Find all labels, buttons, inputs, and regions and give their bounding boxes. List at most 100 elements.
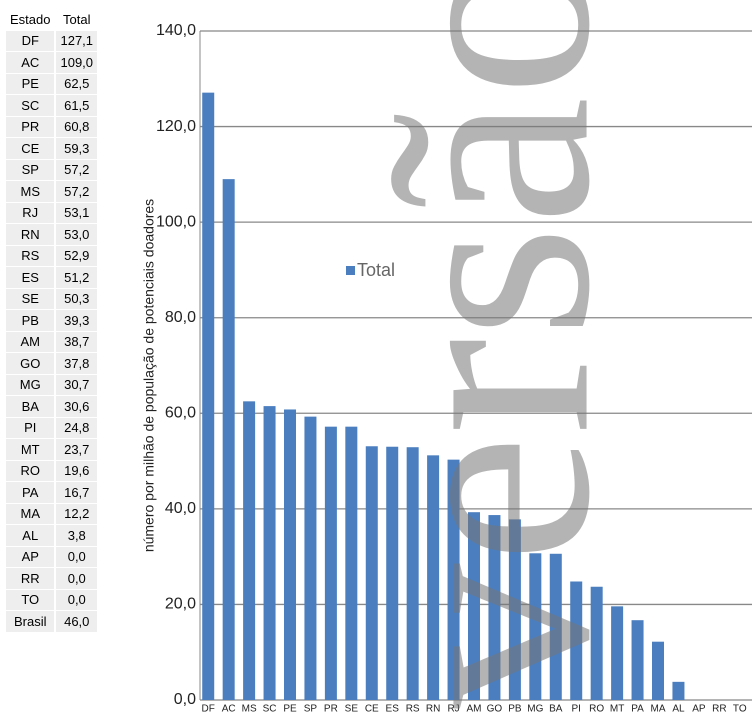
legend-label: Total: [357, 260, 395, 280]
x-tick-label: GO: [487, 704, 503, 715]
table-cell: RR: [6, 568, 55, 589]
bar: [611, 606, 624, 700]
x-tick-label: RJ: [447, 704, 459, 715]
table-cell: MG: [6, 374, 55, 395]
y-tick-label: 80,0: [165, 309, 196, 326]
bar: [406, 447, 419, 700]
table-cell: 60,8: [56, 116, 98, 137]
bar: [263, 406, 276, 700]
table-row: TO 0,0: [6, 589, 98, 610]
table-cell: AC: [6, 52, 55, 73]
y-tick-label: 120,0: [156, 118, 196, 135]
x-tick-label: ES: [386, 704, 400, 715]
table-cell: MA: [6, 503, 55, 524]
data-table: Estado Total DF 127,1 AC 109,0 PE 62,5 SC 61,5 P…: [4, 8, 99, 633]
table-cell: AP: [6, 546, 55, 567]
table-cell: 109,0: [56, 52, 98, 73]
table-row: RS 52,9: [6, 245, 98, 266]
header-cell: Estado: [6, 9, 55, 30]
table-row: ES 51,2: [6, 267, 98, 288]
table-cell: 24,8: [56, 417, 98, 438]
bar: [447, 459, 460, 700]
bar: [529, 553, 542, 700]
table-cell: 37,8: [56, 353, 98, 374]
x-tick-label: MT: [610, 704, 624, 715]
table-cell: 30,6: [56, 396, 98, 417]
y-tick-label: 60,0: [165, 405, 196, 422]
x-tick-label: AP: [692, 704, 706, 715]
x-tick-label: PI: [571, 704, 580, 715]
table-row: AP 0,0: [6, 546, 98, 567]
bar: [631, 620, 644, 700]
x-tick-label: SC: [263, 704, 277, 715]
table-cell: 0,0: [56, 568, 98, 589]
table-cell: RJ: [6, 202, 55, 223]
table-cell: 38,7: [56, 331, 98, 352]
table-cell: TO: [6, 589, 55, 610]
table-row: MG 30,7: [6, 374, 98, 395]
table-cell: 0,0: [56, 589, 98, 610]
table-cell: RN: [6, 224, 55, 245]
y-tick-label: 140,0: [156, 22, 196, 39]
y-tick-label: 0,0: [174, 691, 196, 708]
bar: [386, 446, 399, 700]
table-row: RO 19,6: [6, 460, 98, 481]
table-cell: PE: [6, 73, 55, 94]
bar: [304, 416, 317, 700]
table-cell: 62,5: [56, 73, 98, 94]
bar: [222, 179, 235, 700]
table-row: DF 127,1: [6, 30, 98, 51]
bar: [324, 426, 337, 700]
bar: [427, 455, 440, 700]
x-tick-label: DF: [202, 704, 215, 715]
table-cell: 50,3: [56, 288, 98, 309]
legend-swatch: [346, 266, 355, 275]
table-row: SP 57,2: [6, 159, 98, 180]
table-row: AM 38,7: [6, 331, 98, 352]
table-cell: 3,8: [56, 525, 98, 546]
x-tick-label: BA: [549, 704, 563, 715]
table-cell: 12,2: [56, 503, 98, 524]
table-row: PE 62,5: [6, 73, 98, 94]
y-tick-label: 20,0: [165, 596, 196, 613]
bar: [468, 512, 480, 700]
table-row: RR 0,0: [6, 568, 98, 589]
table-row: MA 12,2: [6, 503, 98, 524]
y-tick-label: 40,0: [165, 500, 196, 517]
x-tick-label: AL: [672, 704, 685, 715]
table-cell: MS: [6, 181, 55, 202]
watermark: versão: [329, 0, 650, 708]
table-row: PA 16,7: [6, 482, 98, 503]
table-row: AC 109,0: [6, 52, 98, 73]
table-cell: 57,2: [56, 181, 98, 202]
table-cell: ES: [6, 267, 55, 288]
table-cell: 16,7: [56, 482, 98, 503]
table-row: Brasil 46,0: [6, 611, 98, 632]
table-cell: RS: [6, 245, 55, 266]
bar: [243, 401, 256, 700]
x-tick-label: AM: [467, 704, 482, 715]
table-cell: 53,0: [56, 224, 98, 245]
x-tick-label: SP: [304, 704, 318, 715]
table-cell: 46,0: [56, 611, 98, 632]
table-cell: PB: [6, 310, 55, 331]
table-cell: SE: [6, 288, 55, 309]
table-row: RN 53,0: [6, 224, 98, 245]
table-cell: 39,3: [56, 310, 98, 331]
x-tick-label: RR: [712, 704, 726, 715]
table-cell: PR: [6, 116, 55, 137]
x-tick-label: TO: [733, 704, 747, 715]
table-cell: AL: [6, 525, 55, 546]
table-cell: RO: [6, 460, 55, 481]
bar: [652, 641, 664, 700]
bar: [488, 515, 501, 700]
table-cell: 19,6: [56, 460, 98, 481]
table-cell: GO: [6, 353, 55, 374]
table-row: MT 23,7: [6, 439, 98, 460]
bar: [345, 426, 358, 700]
x-tick-label: RS: [406, 704, 420, 715]
table-row: GO 37,8: [6, 353, 98, 374]
x-tick-label: MG: [527, 704, 543, 715]
